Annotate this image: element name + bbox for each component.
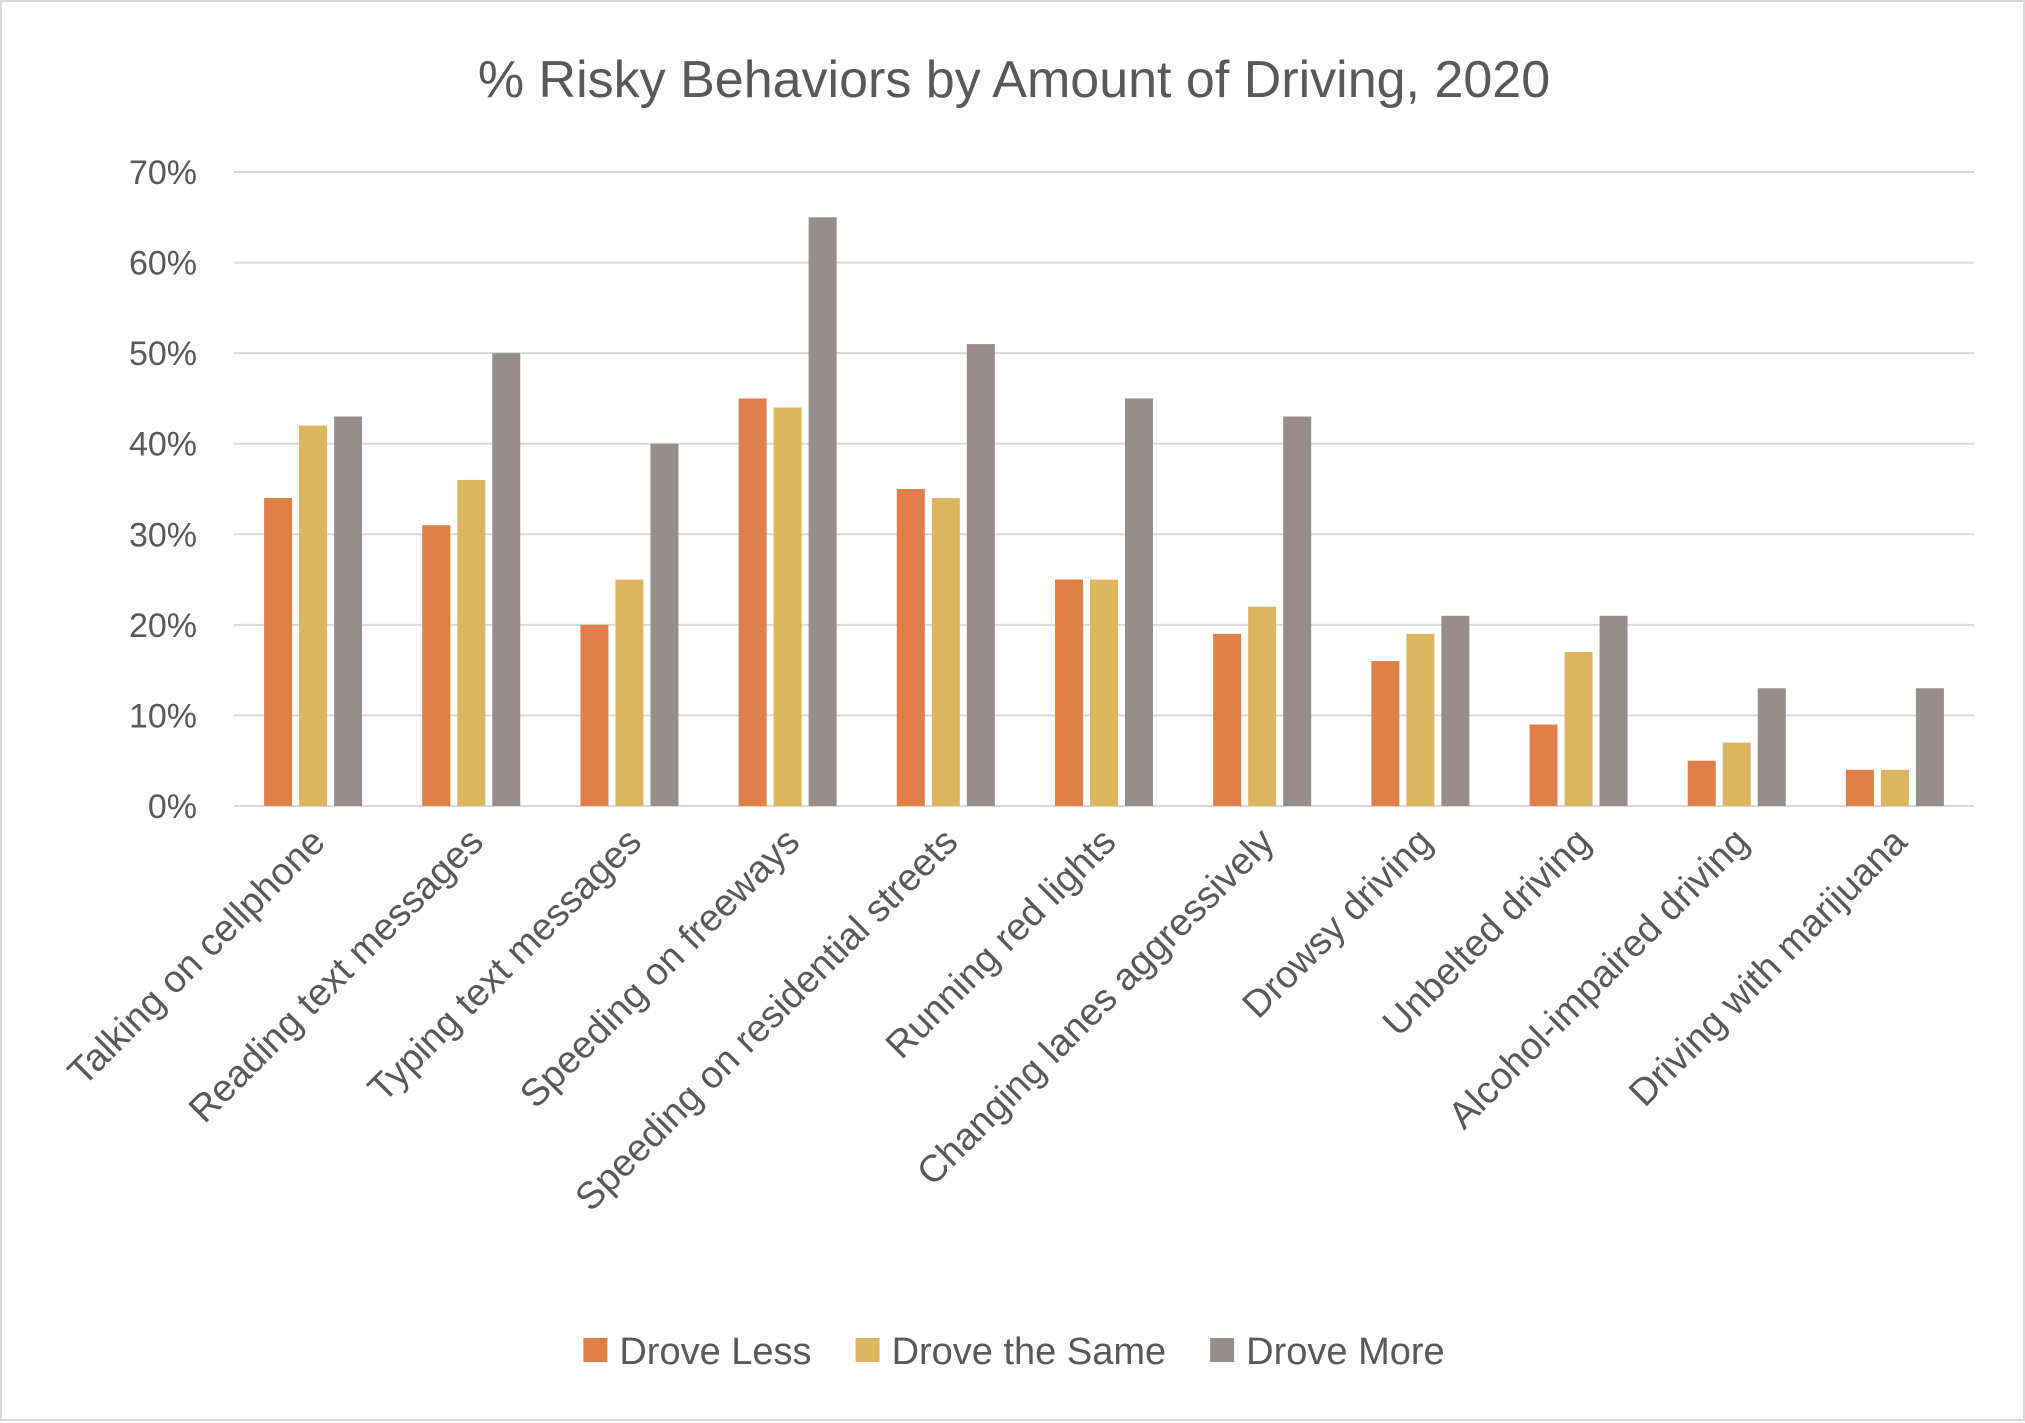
x-tick-label: Talking on cellphone: [60, 821, 333, 1094]
legend-swatch: [1210, 1338, 1235, 1362]
bar-drove-more: [650, 443, 679, 806]
y-axis-ticks: 0% 10% 20% 30% 40% 50% 60% 70%: [129, 154, 197, 826]
bar-drove-the-same: [1090, 579, 1118, 806]
bar-drove-more: [334, 416, 363, 806]
bar-drove-the-same: [1722, 742, 1751, 806]
bar-drove-less: [1055, 579, 1083, 806]
y-tick-label: 60%: [129, 245, 197, 283]
legend-label: Drove the Same: [892, 1331, 1167, 1373]
bar-drove-more: [966, 344, 995, 806]
bar-drove-the-same: [1880, 769, 1909, 806]
legend-label: Drove Less: [619, 1331, 811, 1373]
bar-drove-more: [1757, 688, 1786, 806]
bar-drove-more: [1441, 615, 1470, 806]
bar-drove-less: [264, 498, 293, 806]
x-tick-label: Alcohol-impaired driving: [1441, 821, 1757, 1137]
x-tick-label: Typing text messages: [360, 821, 650, 1111]
legend-swatch: [855, 1338, 880, 1362]
y-tick-label: 40%: [129, 426, 197, 464]
bar-drove-less: [1687, 760, 1716, 806]
bar-drove-less: [1213, 633, 1242, 806]
bar-drove-more: [1915, 688, 1944, 806]
y-tick-label: 30%: [129, 516, 197, 554]
legend: Drove Less Drove the Same Drove More: [583, 1331, 1445, 1373]
bar-drove-less: [1529, 724, 1558, 806]
y-tick-label: 50%: [129, 335, 197, 373]
y-tick-label: 10%: [129, 697, 197, 735]
bar-drove-less: [896, 489, 925, 806]
bar-drove-less: [1845, 769, 1874, 806]
bar-drove-the-same: [457, 479, 486, 806]
y-tick-label: 70%: [129, 154, 197, 192]
bar-drove-more: [492, 353, 521, 806]
bar-drove-less: [1371, 661, 1400, 806]
bar-drove-less: [422, 525, 451, 806]
y-tick-label: 0%: [148, 788, 197, 826]
chart-title: % Risky Behaviors by Amount of Driving, …: [478, 51, 1550, 109]
bar-drove-the-same: [299, 425, 328, 806]
bar-drove-less: [738, 398, 767, 806]
bar-drove-the-same: [1406, 633, 1435, 806]
bar-drove-the-same: [1248, 606, 1277, 806]
y-tick-label: 20%: [129, 607, 197, 645]
bar-drove-the-same: [931, 498, 960, 806]
legend-label: Drove More: [1246, 1331, 1445, 1373]
bars: [264, 217, 1944, 807]
x-tick-label: Reading text messages: [181, 821, 491, 1131]
legend-swatch: [583, 1338, 608, 1362]
x-tick-label: Driving with marijuana: [1621, 820, 1916, 1115]
bar-drove-more: [1599, 615, 1628, 806]
bar-drove-more: [1125, 398, 1153, 806]
x-tick-label: Speeding on freeways: [512, 821, 808, 1117]
bar-drove-more: [1283, 416, 1312, 806]
bar-drove-the-same: [615, 579, 644, 806]
bar-drove-the-same: [1564, 652, 1593, 806]
bar-drove-the-same: [773, 407, 802, 806]
bar-drove-less: [580, 624, 609, 806]
bar-drove-more: [808, 217, 837, 807]
